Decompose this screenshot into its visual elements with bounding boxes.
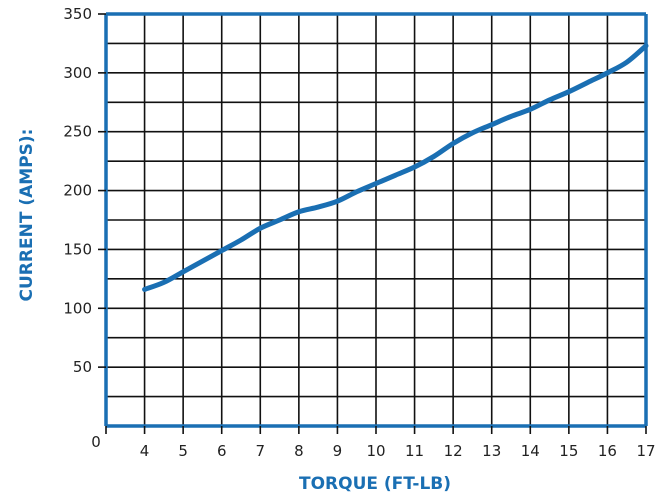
- x-tick-label: 17: [636, 442, 655, 460]
- x-tick-label: 11: [405, 442, 424, 460]
- y-tick-label: 50: [73, 358, 92, 376]
- x-tick-label: 5: [178, 442, 188, 460]
- y-tick-label: 300: [63, 64, 92, 82]
- y-tick-label: 150: [63, 240, 92, 258]
- x-axis-title: TORQUE (FT-LB): [299, 474, 451, 494]
- y-tick-label: 350: [63, 5, 92, 23]
- y-axis-title: CURRENT (AMPS):: [17, 129, 37, 302]
- axes: [98, 12, 648, 434]
- origin-label: 0: [91, 433, 101, 451]
- x-tick-label: 14: [521, 442, 540, 460]
- x-tick-label: 9: [333, 442, 343, 460]
- x-tick-label: 12: [444, 442, 463, 460]
- x-tick-label: 10: [366, 442, 385, 460]
- x-tick-label: 16: [598, 442, 617, 460]
- x-tick-label: 8: [294, 442, 304, 460]
- series-line: [142, 43, 649, 292]
- tick-labels: 50 100 150 200 250 300 350 4 5 6 7 8 9 10 11 12 13 14 15 16…: [63, 5, 655, 460]
- y-tick-label: 100: [63, 299, 92, 317]
- data-series: [142, 43, 649, 292]
- x-tick-label: 6: [217, 442, 227, 460]
- grid-lines: [106, 14, 646, 426]
- x-tick-label: 13: [482, 442, 501, 460]
- x-tick-label: 15: [559, 442, 578, 460]
- y-tick-label: 200: [63, 182, 92, 200]
- x-tick-label: 4: [140, 442, 150, 460]
- x-tick-label: 7: [256, 442, 266, 460]
- y-tick-label: 250: [63, 123, 92, 141]
